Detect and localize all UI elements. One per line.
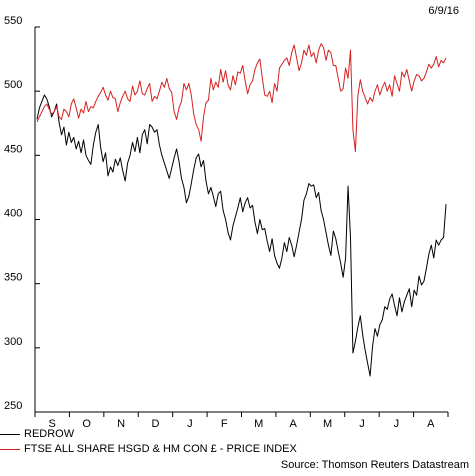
y-tick-label: 500: [4, 79, 22, 91]
y-tick-label: 250: [4, 400, 22, 412]
chart-axes: 250 300 350 400 450 500 550 S O N D J F M A M J J A: [4, 15, 449, 430]
y-tick-label: 550: [4, 15, 22, 27]
source-note: Source: Thomson Reuters Datastream: [280, 459, 469, 471]
legend-label-redrow: REDROW: [24, 428, 75, 440]
legend-item-ftse: FTSE ALL SHARE HSGD & HM CON £ - PRICE I…: [0, 443, 297, 456]
x-tick-label: N: [117, 418, 125, 430]
chart-date: 6/9/16: [428, 5, 459, 17]
y-tick-label: 350: [4, 272, 22, 284]
x-tick-label: A: [427, 418, 435, 430]
x-tick-label: A: [289, 418, 297, 430]
x-tick-label: O: [82, 418, 91, 430]
x-tick-label: F: [221, 418, 228, 430]
y-tick-label: 300: [4, 336, 22, 348]
series-line-ftse-index: [36, 43, 447, 152]
chart-lines: [36, 43, 447, 377]
legend-swatch-ftse: [0, 448, 20, 450]
x-tick-label: D: [151, 418, 159, 430]
legend-swatch-redrow: [0, 433, 20, 435]
x-tick-label: J: [187, 418, 193, 430]
y-tick-label: 400: [4, 208, 22, 220]
x-tick-label: M: [323, 418, 332, 430]
x-tick-label: S: [49, 418, 56, 430]
series-line-redrow: [36, 94, 447, 377]
line-chart: 250 300 350 400 450 500 550 S O N D J F M A M J J A: [4, 15, 449, 430]
legend-label-ftse: FTSE ALL SHARE HSGD & HM CON £ - PRICE I…: [24, 443, 297, 455]
legend-item-redrow: REDROW: [0, 428, 74, 441]
x-tick-label: J: [394, 418, 400, 430]
x-tick-label: M: [254, 418, 263, 430]
x-tick-label: J: [359, 418, 365, 430]
y-tick-label: 450: [4, 143, 22, 155]
